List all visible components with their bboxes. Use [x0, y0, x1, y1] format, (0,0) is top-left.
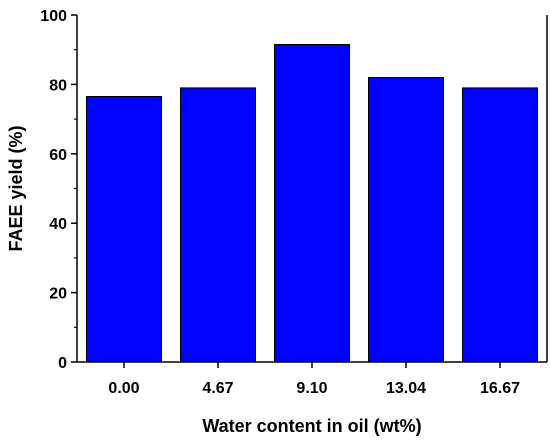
bar-16.67 — [462, 87, 538, 363]
y-tick-label: 100 — [40, 8, 67, 25]
bars-group — [86, 44, 538, 363]
y-tick-label: 80 — [49, 77, 67, 94]
x-tick-label: 9.10 — [296, 380, 327, 397]
x-tick-label: 0.00 — [108, 380, 139, 397]
y-tick-label: 20 — [49, 286, 67, 303]
axes-group — [71, 14, 548, 368]
y-axis-title: FAEE yield (%) — [6, 125, 26, 251]
x-tick-labels: 0.00 4.67 9.10 13.04 16.67 — [108, 380, 520, 397]
y-tick-labels: 0 20 40 60 80 100 — [40, 8, 67, 372]
x-tick-label: 16.67 — [480, 380, 520, 397]
y-tick-label: 60 — [49, 147, 67, 164]
bar-0.00 — [86, 96, 162, 363]
y-tick-label: 40 — [49, 216, 67, 233]
y-tick-label: 0 — [58, 355, 67, 372]
bar-4.67 — [180, 87, 256, 363]
bar-9.10 — [274, 44, 350, 363]
x-axis-title: Water content in oil (wt%) — [202, 416, 421, 436]
x-tick-label: 13.04 — [386, 380, 426, 397]
bar-13.04 — [368, 77, 444, 363]
x-tick-label: 4.67 — [202, 380, 233, 397]
